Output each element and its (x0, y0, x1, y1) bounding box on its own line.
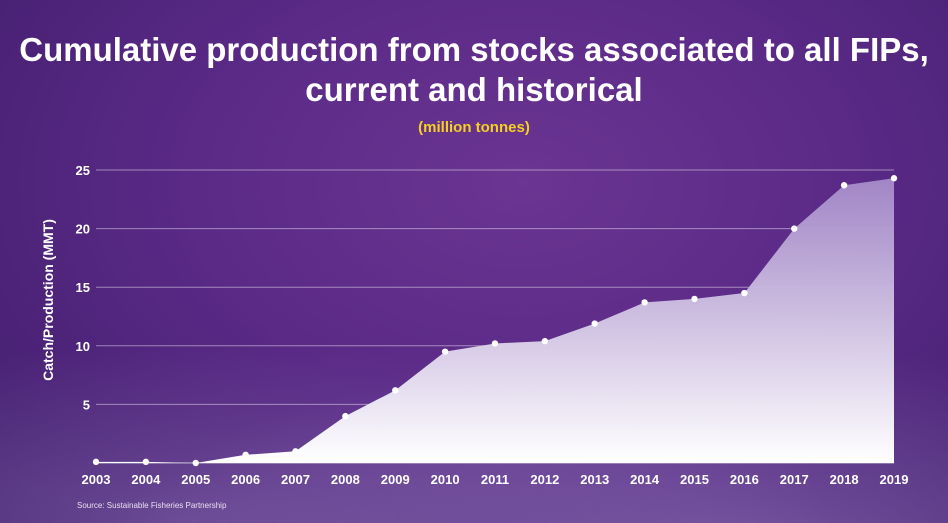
data-point-2009 (392, 387, 399, 394)
y-tick-label: 15 (76, 280, 90, 295)
data-point-2008 (342, 412, 349, 420)
data-point-2011 (491, 340, 499, 347)
chart-subtitle: (million tonnes) (418, 119, 530, 136)
area-fill (96, 178, 894, 464)
x-tick-label: 2012 (530, 472, 559, 487)
x-tick-label: 2018 (830, 472, 859, 487)
source-note: Source: Sustainable Fisheries Partnershi… (77, 501, 227, 510)
x-tick-label: 2019 (880, 472, 909, 487)
x-tick-label: 2014 (630, 472, 660, 487)
x-tick-label: 2008 (331, 472, 360, 487)
y-tick-label: 25 (76, 163, 90, 178)
data-point-2016 (741, 289, 748, 297)
data-point-2019 (890, 175, 898, 182)
x-tick-label: 2016 (730, 472, 759, 487)
x-tick-label: 2006 (231, 472, 260, 487)
x-tick-label: 2009 (381, 472, 410, 487)
data-point-2018 (840, 182, 848, 189)
data-point-2003 (92, 458, 100, 466)
x-tick-label: 2017 (780, 472, 809, 487)
x-tick-label: 2004 (131, 472, 161, 487)
x-tick-label: 2007 (281, 472, 310, 487)
x-tick-label: 2013 (580, 472, 609, 487)
data-point-2004 (142, 458, 150, 466)
x-axis-ticks: 2003 2004 2005 2006 2007 2008 2009 2010 2011 2012… (82, 472, 909, 487)
data-point-2017 (791, 225, 798, 232)
data-point-2006 (242, 451, 249, 458)
data-point-2010 (441, 348, 449, 355)
x-tick-label: 2015 (680, 472, 709, 487)
y-axis-ticks: 5 10 15 20 25 (76, 163, 90, 412)
y-axis-label: Catch/Production (MMT) (40, 219, 56, 381)
data-point-2013 (591, 320, 598, 327)
data-point-2012 (541, 337, 549, 345)
data-point-2014 (641, 299, 648, 306)
y-tick-label: 10 (76, 339, 90, 354)
x-tick-label: 2005 (181, 472, 210, 487)
data-point-2015 (691, 295, 698, 303)
y-tick-label: 5 (83, 397, 90, 412)
data-points (92, 175, 898, 467)
data-point-2007 (292, 448, 299, 455)
x-tick-label: 2010 (431, 472, 460, 487)
y-tick-label: 20 (76, 222, 90, 237)
x-tick-label: 2003 (82, 472, 111, 487)
chart-title: Cumulative production from stocks associ… (19, 31, 929, 108)
x-tick-label: 2011 (481, 472, 509, 487)
data-point-2005 (192, 459, 199, 467)
